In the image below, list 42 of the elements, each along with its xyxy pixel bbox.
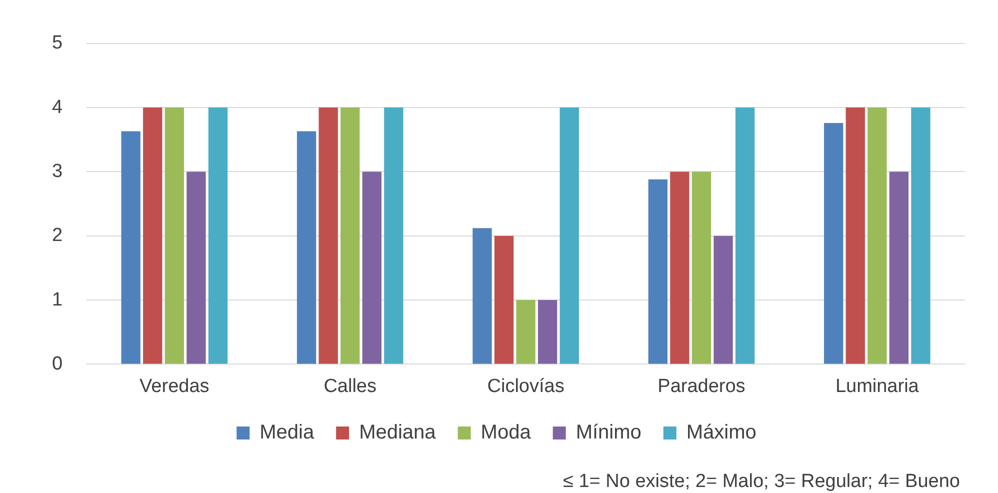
bar: [318, 108, 338, 364]
bar: [692, 172, 712, 364]
y-tick-label: 4: [52, 96, 63, 118]
bar: [911, 108, 930, 364]
x-tick-label: Veredas: [140, 376, 210, 397]
bar: [538, 300, 558, 364]
bar: [516, 300, 536, 364]
x-tick-label: Ciclovías: [487, 376, 564, 397]
bar: [296, 131, 316, 364]
x-tick-label: Luminaria: [835, 376, 920, 397]
bar: [824, 122, 844, 364]
bar: [472, 228, 492, 364]
bar: [121, 131, 140, 364]
bar: [208, 108, 228, 364]
legend-label: Mínimo: [576, 422, 642, 444]
legend-label: Máximo: [686, 422, 756, 444]
bar: [340, 108, 360, 364]
y-tick-label: 2: [52, 225, 63, 246]
bar: [186, 172, 206, 364]
legend-label: Media: [260, 422, 315, 444]
bar: [648, 179, 668, 364]
y-tick-label: 1: [52, 289, 63, 310]
bar: [143, 108, 162, 364]
bar: [560, 108, 579, 364]
bar: [735, 108, 755, 364]
y-tick-label: 0: [52, 353, 63, 374]
bar: [494, 236, 514, 364]
bar: [889, 172, 909, 364]
x-tick-label: Calles: [324, 376, 377, 397]
bar: [670, 172, 690, 364]
bar: [868, 108, 887, 364]
legend-label: Moda: [480, 422, 532, 444]
y-tick-label: 5: [52, 32, 63, 54]
legend-label: Mediana: [359, 422, 437, 444]
bar: [164, 108, 184, 364]
bar: [846, 108, 865, 364]
x-tick-label: Paraderos: [658, 376, 746, 397]
y-tick-label: 3: [52, 160, 63, 182]
bar: [714, 236, 733, 364]
bar: [362, 172, 382, 364]
text: ≤ 1= No existe; 2= Malo; 3= Regular; 4= Bueno: [562, 471, 960, 493]
bar: [384, 108, 404, 364]
